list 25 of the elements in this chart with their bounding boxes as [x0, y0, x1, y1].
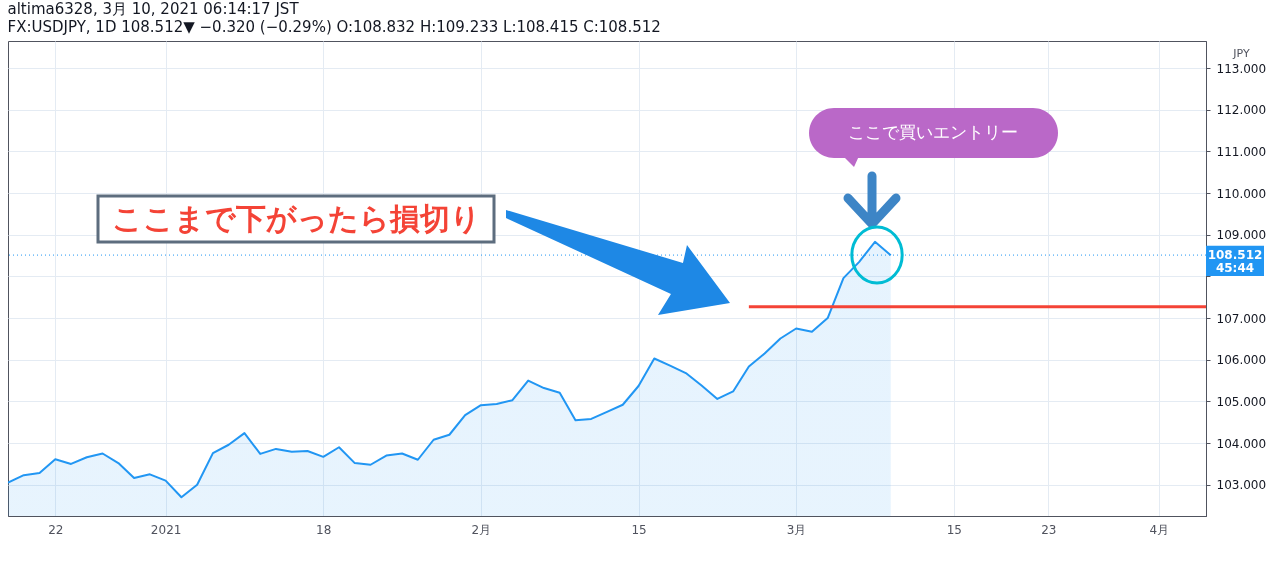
y-tick-label: 109.000 [1216, 228, 1267, 243]
y-tick-label: 103.000 [1216, 478, 1267, 493]
y-tick-label: 104.000 [1216, 436, 1267, 451]
chart-subtitle: FX:USDJPY, 1D 108.512▼ −0.320 (−0.29%) O:108.832 H:109.233 L:108.415 C:108.512 [7, 18, 661, 36]
y-tick-label: 106.000 [1216, 353, 1267, 368]
x-tick-label: 18 [316, 522, 332, 537]
x-tick-label: 3月 [786, 522, 807, 537]
x-tick-label: 15 [631, 522, 647, 537]
x-tick-label: 2021 [150, 522, 182, 537]
x-tick-label: 2月 [471, 522, 492, 537]
y-tick-label: 105.000 [1216, 394, 1267, 409]
y-tick-label: 110.000 [1216, 186, 1267, 201]
x-tick-label: 23 [1041, 522, 1057, 537]
x-tick-label: 15 [946, 522, 962, 537]
y-axis-title: JPY [1232, 46, 1250, 60]
y-tick-label: 112.000 [1216, 103, 1267, 118]
x-tick-label: 4月 [1149, 522, 1170, 537]
ref-line-label: 108.512 [1207, 248, 1263, 263]
y-tick-label: 111.000 [1216, 144, 1267, 159]
x-tick-label: 22 [48, 522, 64, 537]
annotation: ここまで下がったら損切り [111, 201, 481, 236]
y-tick-label: 113.000 [1216, 61, 1267, 76]
chart-title: altima6328, 3月 10, 2021 06:14:17 JST [7, 0, 300, 18]
y-tick-label: 107.000 [1216, 311, 1267, 326]
text: 45:44 [1215, 261, 1255, 276]
